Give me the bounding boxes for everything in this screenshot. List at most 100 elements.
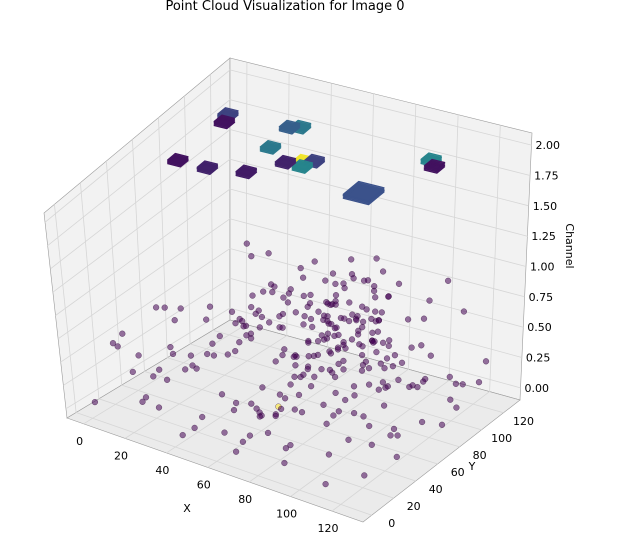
data-point	[307, 315, 315, 323]
data-point	[310, 352, 318, 360]
data-point	[365, 365, 373, 372]
data-point	[307, 383, 315, 390]
z-gridline	[50, 129, 529, 270]
data-point	[228, 308, 236, 315]
z-gridline	[47, 99, 531, 246]
data-point	[377, 360, 384, 367]
data-point	[348, 256, 355, 263]
data-point	[272, 412, 279, 420]
data-point	[453, 404, 460, 411]
data-point	[372, 308, 379, 315]
z-axis-label: Channel	[563, 223, 576, 268]
data-block	[274, 158, 297, 170]
data-point	[395, 280, 403, 287]
data-point	[292, 309, 299, 316]
data-point	[243, 332, 250, 339]
z-tick-label: 1.00	[530, 261, 555, 274]
z-tick-label: 0.50	[527, 321, 552, 334]
x-tick-label: 0	[76, 435, 83, 448]
data-block	[213, 118, 236, 130]
data-point	[282, 445, 290, 452]
data-point	[331, 373, 339, 381]
data-point	[209, 340, 216, 347]
data-point	[295, 391, 303, 399]
data-point	[281, 395, 289, 402]
data-point	[393, 453, 400, 461]
data-point	[322, 480, 329, 488]
grid-lines	[44, 62, 532, 516]
data-point	[332, 292, 340, 299]
data-point	[345, 436, 352, 443]
data-point	[287, 441, 294, 449]
data-point	[239, 438, 247, 445]
data-point	[386, 337, 393, 344]
data-point	[246, 432, 254, 439]
data-point	[224, 351, 231, 358]
data-point	[368, 441, 375, 448]
data-point	[404, 316, 412, 323]
data-point	[379, 339, 387, 346]
z-gridline	[52, 158, 528, 293]
data-point	[279, 324, 286, 331]
data-point	[389, 363, 397, 370]
data-point	[156, 366, 163, 373]
data-point	[361, 472, 368, 479]
data-point	[187, 352, 195, 359]
data-point	[447, 396, 454, 403]
data-point	[281, 346, 288, 353]
data-point	[230, 406, 238, 414]
data-point	[327, 301, 334, 309]
data-point	[353, 317, 360, 324]
data-point	[307, 291, 314, 299]
data-point	[204, 350, 211, 358]
data-point	[179, 431, 186, 439]
data-point	[374, 328, 382, 335]
x-tick-label: 60	[197, 479, 211, 492]
data-point	[354, 331, 362, 338]
data-point	[414, 383, 421, 391]
data-point	[232, 320, 239, 327]
data-block	[259, 144, 282, 155]
data-point	[331, 332, 338, 340]
data-point	[252, 310, 259, 317]
data-point	[281, 459, 288, 467]
data-point	[372, 294, 379, 301]
data-point	[360, 277, 368, 284]
data-block	[167, 156, 189, 168]
y-tick-label: 20	[407, 500, 421, 513]
data-point	[91, 398, 99, 406]
y-tick-label: 40	[429, 483, 443, 496]
data-point	[284, 299, 292, 306]
data-point	[248, 400, 255, 407]
data-point	[375, 386, 382, 393]
data-block	[423, 163, 446, 174]
data-point	[218, 391, 226, 398]
data-point	[161, 304, 168, 311]
data-point	[290, 353, 297, 360]
data-point	[348, 336, 356, 343]
data-point	[259, 384, 266, 391]
y-tick-label: 120	[513, 415, 534, 428]
y-gridline	[106, 160, 416, 482]
data-point	[272, 358, 279, 365]
data-point	[239, 317, 246, 325]
data-point	[240, 323, 247, 330]
z-gridline	[55, 188, 527, 316]
data-point	[193, 365, 200, 372]
data-point	[398, 359, 406, 366]
data-point	[206, 303, 214, 310]
data-block	[291, 163, 314, 174]
z-tick-label: 1.25	[531, 230, 556, 243]
data-point	[340, 357, 347, 365]
x-tick-label: 20	[114, 449, 128, 462]
y-gridline	[54, 204, 372, 516]
data-point	[359, 318, 367, 325]
data-point	[232, 448, 240, 455]
data-point	[266, 319, 273, 326]
data-point	[426, 297, 433, 304]
z-tick-label: 1.50	[533, 200, 558, 213]
data-point	[299, 274, 307, 281]
data-point	[171, 317, 178, 324]
